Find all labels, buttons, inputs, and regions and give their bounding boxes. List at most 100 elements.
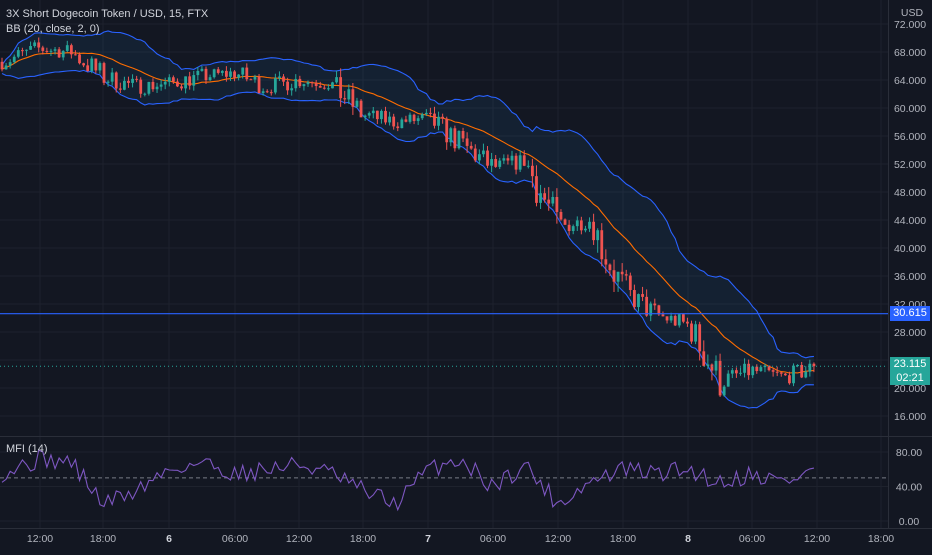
candle-body: [514, 155, 518, 170]
candle-body: [339, 77, 343, 99]
candle-body: [123, 80, 126, 90]
candle-body: [535, 176, 538, 203]
price-axis-label: 48.000: [894, 187, 926, 199]
candle-body: [498, 160, 502, 167]
candle-body: [351, 89, 355, 107]
candle-body: [429, 112, 432, 114]
candle-body: [286, 81, 289, 91]
candle-body: [641, 294, 644, 297]
candle-body: [473, 148, 477, 161]
time-axis-label: 18:00: [90, 533, 116, 545]
mfi-indicator-legend[interactable]: MFI (14): [6, 443, 48, 455]
candle-body: [225, 70, 228, 77]
candle-body: [596, 230, 600, 241]
candle-body: [233, 71, 236, 78]
price-axis-label: 28.000: [894, 327, 926, 339]
candle-body: [690, 323, 693, 342]
time-axis-label: 06:00: [739, 533, 765, 545]
mfi-axis-label: 0.00: [899, 516, 920, 528]
candle-body: [633, 290, 636, 308]
candle-body: [702, 351, 706, 366]
candle-body: [575, 220, 579, 227]
candle-body: [90, 58, 94, 72]
candle-body: [253, 76, 257, 80]
time-axis-label: 8: [685, 533, 691, 545]
candle-body: [98, 63, 102, 71]
candle-body: [114, 72, 118, 89]
candle-body: [800, 364, 804, 378]
candle-body: [151, 81, 155, 90]
candle-body: [469, 145, 473, 149]
candle-body: [371, 110, 375, 114]
candle-body: [477, 154, 481, 161]
bb-indicator-legend[interactable]: BB (20, close, 2, 0): [6, 23, 100, 35]
price-axis-label: 68.000: [894, 47, 926, 59]
candle-body: [441, 116, 445, 119]
candle-body: [416, 118, 420, 122]
candle-body: [604, 259, 608, 265]
candle-body: [155, 86, 159, 90]
candle-body: [661, 314, 665, 317]
price-axis-label: 72.000: [894, 19, 926, 31]
price-axis-label: 60.000: [894, 103, 926, 115]
candle-body: [461, 130, 465, 139]
candle-body: [608, 264, 612, 271]
candle-body: [192, 75, 196, 86]
candle-body: [600, 230, 604, 260]
candle-body: [726, 373, 730, 387]
candle-body: [739, 372, 742, 374]
candle-body: [163, 81, 167, 85]
candle-body: [216, 69, 220, 73]
candle-body: [278, 76, 281, 79]
bb-basis-line: [1, 52, 814, 374]
time-axis-label: 06:00: [222, 533, 248, 545]
candle-body: [657, 305, 661, 315]
candle-body: [665, 316, 669, 321]
candle-body: [588, 221, 591, 229]
candle-body: [363, 115, 367, 118]
candle-body: [559, 211, 563, 220]
candle-body: [698, 324, 702, 352]
candle-body: [522, 155, 526, 166]
candle-body: [306, 82, 310, 85]
candle-body: [453, 128, 457, 149]
time-axis-label: 12:00: [27, 533, 53, 545]
candle-body: [237, 74, 241, 78]
candle-body: [257, 76, 261, 94]
horizontal-line-price-badge: 30.615: [890, 306, 930, 321]
candle-body: [355, 100, 359, 107]
candle-body: [518, 155, 522, 170]
candle-body: [61, 50, 65, 58]
candle-body: [645, 296, 649, 316]
candle-body: [400, 119, 404, 129]
price-axis-label: 40.000: [894, 243, 926, 255]
candle-body: [41, 47, 45, 51]
time-axis-label: 18:00: [610, 533, 636, 545]
candle-body: [33, 42, 37, 47]
candle-body: [318, 86, 322, 88]
candle-body: [408, 114, 412, 122]
candle-body: [4, 65, 8, 70]
candle-body: [751, 366, 755, 376]
candle-body: [482, 150, 485, 155]
candle-body: [592, 221, 595, 241]
candle-body: [359, 100, 363, 118]
candle-body: [57, 49, 61, 58]
candle-body: [543, 193, 547, 200]
candle-body: [208, 77, 212, 81]
candle-body: [314, 83, 318, 87]
candle-body: [730, 370, 734, 374]
candle-body: [710, 364, 714, 371]
candle-body: [506, 158, 510, 161]
price-axis-label: 56.000: [894, 131, 926, 143]
candle-body: [176, 81, 179, 87]
candle-body: [563, 219, 567, 225]
symbol-title[interactable]: 3X Short Dogecoin Token / USD, 15, FTX: [6, 8, 209, 20]
candle-body: [743, 363, 746, 373]
candle-body: [755, 366, 759, 372]
candle-body: [465, 138, 469, 146]
candle-body: [775, 371, 779, 373]
